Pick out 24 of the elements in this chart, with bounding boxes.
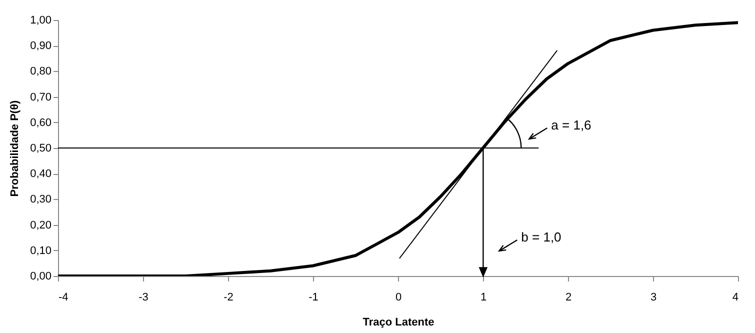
- x-axis-title: Traço Latente: [362, 316, 434, 328]
- x-tick-label: -4: [58, 292, 68, 304]
- x-tick-label: 1: [480, 292, 487, 304]
- y-tick-label: 0,80: [30, 66, 52, 78]
- annotation: a = 1,6: [551, 117, 592, 132]
- x-tick-label: 0: [395, 292, 402, 304]
- x-tick-label: -1: [308, 292, 318, 304]
- y-tick-label: 1,00: [30, 14, 52, 26]
- y-tick-label: 0,30: [30, 194, 52, 206]
- x-tick-label: 2: [565, 292, 572, 304]
- y-tick-label: 0,40: [30, 168, 52, 180]
- y-tick-label: 0,20: [30, 219, 52, 232]
- annotation: b = 1,0: [521, 229, 562, 244]
- x-tick-label: 3: [650, 292, 657, 304]
- y-tick-label: 0,90: [30, 40, 52, 52]
- y-tick-label: 0,10: [30, 244, 52, 257]
- y-tick-label: 0,60: [30, 116, 52, 129]
- y-tick-label: 0,50: [30, 142, 52, 154]
- x-tick-label: 4: [732, 292, 738, 304]
- x-tick-label: -3: [138, 292, 148, 304]
- y-tick-label: 0,70: [30, 91, 52, 104]
- x-tick-label: -2: [224, 292, 234, 304]
- y-tick-label: 0,00: [30, 270, 52, 282]
- y-axis-title: Probabilidade P(θ): [9, 100, 22, 197]
